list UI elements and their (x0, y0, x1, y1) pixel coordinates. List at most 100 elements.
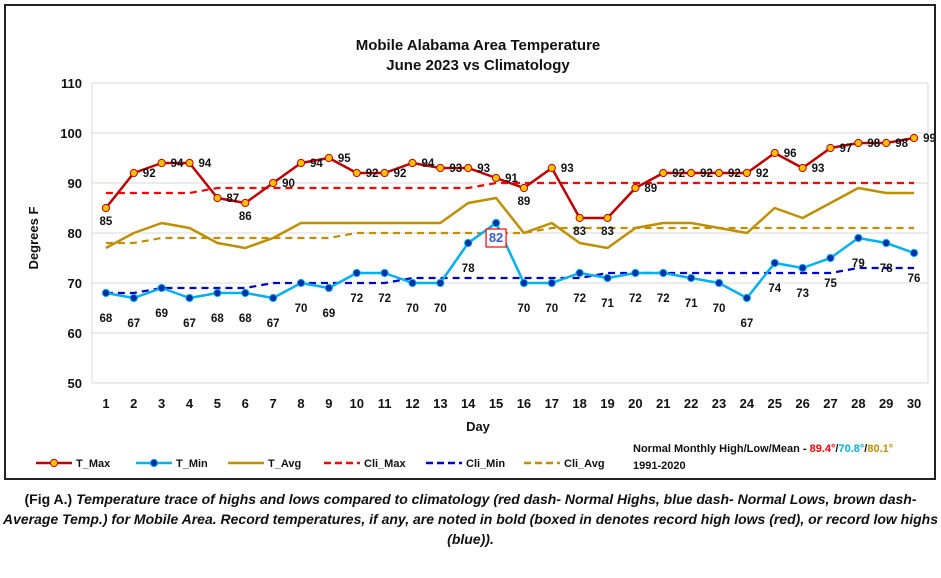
point-t-min (742, 293, 751, 303)
normal-low-value: 70.8° (838, 443, 864, 455)
figure-caption: (Fig A.) Temperature trace of highs and … (0, 489, 941, 549)
x-tick-label: 29 (879, 396, 893, 411)
normal-note-prefix: Normal Monthly High/Low/Mean - (633, 443, 810, 455)
data-label-t-min: 73 (796, 288, 809, 300)
point-t-min (296, 278, 306, 288)
data-label-t-max: 94 (421, 158, 434, 170)
caption-lead: (Fig A.) (24, 491, 73, 507)
x-tick-label: 7 (270, 396, 277, 411)
x-tick-label: 13 (433, 396, 447, 411)
x-tick-label: 10 (349, 396, 363, 411)
data-label-t-min: 70 (518, 303, 531, 315)
point-t-min (213, 288, 222, 298)
data-label-t-max: 99 (923, 133, 934, 145)
point-t-max (213, 193, 222, 203)
data-label-t-min: 76 (908, 273, 921, 285)
x-tick-label: 21 (656, 396, 670, 411)
x-tick-label: 22 (684, 396, 698, 411)
point-t-max (603, 213, 612, 223)
point-t-min (380, 268, 389, 278)
point-t-max (659, 168, 668, 178)
caption-text: Temperature trace of highs and lows comp… (2, 491, 939, 547)
data-label-t-min: 71 (685, 298, 698, 310)
data-label-t-max: 87 (226, 193, 239, 205)
data-label-t-max: 93 (449, 163, 462, 175)
point-t-max (241, 198, 250, 208)
point-t-max (101, 203, 111, 213)
point-t-max (436, 163, 445, 173)
x-axis-title: Day (466, 419, 491, 434)
point-t-max (770, 148, 779, 158)
data-label-t-min: 78 (462, 263, 475, 275)
x-tick-label: 25 (767, 396, 781, 411)
y-tick-label: 60 (68, 326, 82, 341)
x-tick-label: 18 (572, 396, 586, 411)
point-t-max (882, 138, 891, 148)
data-label-t-max: 98 (895, 138, 908, 150)
point-t-min (909, 248, 919, 258)
point-t-max (687, 168, 696, 178)
x-tick-label: 11 (378, 396, 392, 411)
point-t-min (547, 278, 556, 288)
data-label-t-max: 92 (756, 168, 769, 180)
data-label-t-min: 69 (322, 308, 335, 320)
data-label-t-max: 92 (394, 168, 407, 180)
data-label-t-min: 74 (768, 283, 781, 295)
data-label-t-min: 72 (378, 293, 391, 305)
point-t-max (798, 163, 807, 173)
data-label-t-max: 92 (366, 168, 379, 180)
point-t-min (770, 258, 779, 268)
x-tick-label: 23 (712, 396, 726, 411)
point-t-min (631, 268, 640, 278)
point-t-max (826, 143, 835, 153)
data-label-t-max: 98 (867, 138, 880, 150)
data-label-t-max: 92 (143, 168, 156, 180)
data-label-t-min: 70 (434, 303, 447, 315)
point-t-min (157, 283, 166, 293)
normal-high-value: 89.4° (810, 443, 836, 455)
point-t-min (185, 293, 194, 303)
x-tick-label: 24 (740, 396, 755, 411)
y-tick-label: 80 (68, 226, 82, 241)
chart-frame: Mobile Alabama Area Temperature June 202… (4, 4, 936, 480)
point-t-min (687, 273, 696, 283)
data-label-t-max: 97 (839, 143, 852, 155)
series-line-t-min (105, 221, 915, 300)
point-t-min (269, 293, 278, 303)
point-t-max (854, 138, 863, 148)
point-t-min (101, 288, 111, 298)
chart-title: Mobile Alabama Area Temperature (356, 37, 601, 54)
x-tick-label: 28 (851, 396, 865, 411)
x-tick-label: 6 (242, 396, 249, 411)
point-t-max (464, 163, 473, 173)
data-label-t-max: 93 (561, 163, 574, 175)
chart-subtitle: June 2023 vs Climatology (386, 57, 570, 74)
data-label-t-min: 68 (211, 313, 224, 325)
data-label-t-max: 94 (199, 158, 212, 170)
data-label-t-max: 91 (505, 173, 518, 185)
data-label-t-min: 78 (880, 263, 893, 275)
data-label-t-max: 86 (239, 211, 252, 223)
data-label-t-min: 75 (824, 278, 837, 290)
data-label-t-max: 83 (601, 226, 614, 238)
point-t-max (491, 173, 501, 183)
x-tick-label: 2 (130, 396, 137, 411)
data-label-t-min: 67 (267, 318, 280, 330)
point-t-min (519, 278, 529, 288)
legend-label-t-max: T_Max (76, 458, 111, 470)
point-t-min (603, 273, 612, 283)
x-tick-label: 19 (600, 396, 614, 411)
data-label-t-max: 94 (310, 158, 323, 170)
point-t-max (129, 168, 138, 178)
data-label-t-max: 90 (282, 178, 295, 190)
x-tick-label: 4 (186, 396, 194, 411)
data-label-t-min: 70 (713, 303, 726, 315)
data-label-t-max: 89 (644, 183, 657, 195)
legend-label-t-min: T_Min (176, 458, 208, 470)
point-t-max (519, 183, 529, 193)
legend-marker (49, 458, 59, 468)
data-label-t-min: 70 (406, 303, 419, 315)
point-t-max (408, 158, 417, 168)
point-t-max (157, 158, 166, 168)
temperature-chart: Mobile Alabama Area Temperature June 202… (26, 37, 934, 472)
